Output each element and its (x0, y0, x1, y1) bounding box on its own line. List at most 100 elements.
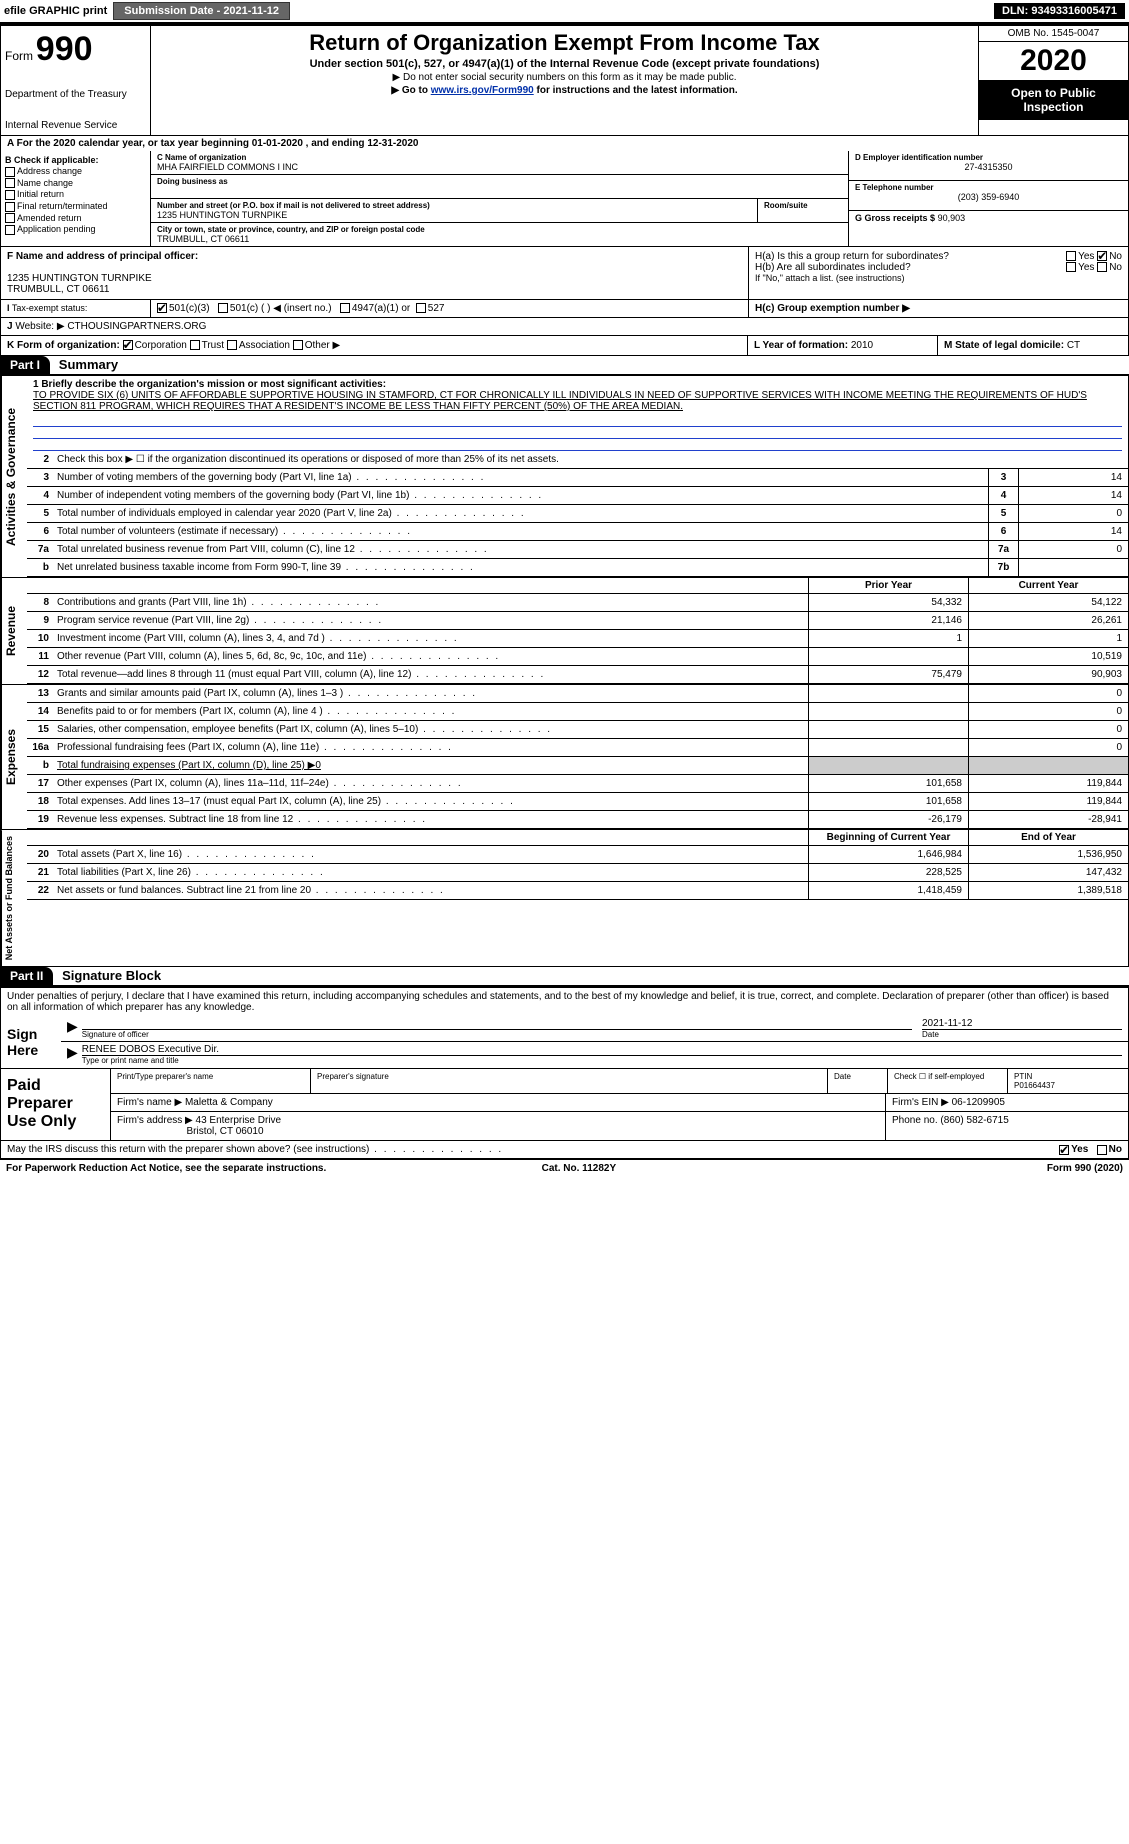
irs-label: Internal Revenue Service (5, 120, 146, 131)
form-word: Form (5, 49, 33, 63)
sign-here-label: Sign Here (1, 1016, 61, 1068)
part1-title: Summary (59, 357, 118, 372)
info-grid: B Check if applicable: Address change Na… (0, 151, 1129, 247)
mission-text: TO PROVIDE SIX (6) UNITS OF AFFORDABLE S… (33, 390, 1087, 412)
firm-name-label: Firm's name ▶ (117, 1097, 182, 1108)
firm-name: Maletta & Company (185, 1097, 273, 1108)
sidebar-governance: Activities & Governance (1, 376, 27, 577)
chk-amended-return[interactable]: Amended return (5, 213, 146, 224)
h-b-note: If "No," attach a list. (see instruction… (755, 273, 1122, 283)
paid-preparer-label: Paid Preparer Use Only (1, 1069, 111, 1140)
box-g-label: G Gross receipts $ (855, 213, 935, 223)
ptin-label: PTIN (1014, 1072, 1032, 1081)
summary-line: bNet unrelated business taxable income f… (27, 559, 1128, 577)
fin-line: 18Total expenses. Add lines 13–17 (must … (27, 793, 1128, 811)
fin-line: 22Net assets or fund balances. Subtract … (27, 882, 1128, 900)
arrow-icon: ▶ (67, 1018, 78, 1039)
fin-line: 20Total assets (Part X, line 16)1,646,98… (27, 846, 1128, 864)
efile-label: efile GRAPHIC print (4, 5, 107, 17)
chk-initial-return[interactable]: Initial return (5, 189, 146, 200)
fin-line: 15Salaries, other compensation, employee… (27, 721, 1128, 739)
ein-value: 27-4315350 (855, 162, 1122, 172)
officer-name-label: Type or print name and title (82, 1056, 1122, 1065)
fin-line: 13Grants and similar amounts paid (Part … (27, 685, 1128, 703)
part1-tag: Part I (0, 356, 50, 374)
goto-pre: ▶ Go to (391, 85, 430, 96)
chk-address-change[interactable]: Address change (5, 166, 146, 177)
open-public: Open to Public Inspection (979, 80, 1128, 120)
h-a: H(a) Is this a group return for subordin… (755, 251, 1122, 262)
footer-mid: Cat. No. 11282Y (542, 1163, 616, 1174)
fin-line: 10Investment income (Part VIII, column (… (27, 630, 1128, 648)
summary-line: 2Check this box ▶ ☐ if the organization … (27, 451, 1128, 469)
officer-name: RENEE DOBOS Executive Dir. (82, 1044, 1122, 1056)
officer-addr2: TRUMBULL, CT 06611 (7, 284, 109, 295)
footer-right: Form 990 (2020) (1047, 1163, 1123, 1174)
org-name: MHA FAIRFIELD COMMONS I INC (157, 162, 842, 172)
mission-lead: 1 Briefly describe the organization's mi… (33, 379, 386, 390)
chk-application-pending[interactable]: Application pending (5, 224, 146, 235)
sidebar-expenses: Expenses (1, 685, 27, 829)
chk-final-return[interactable]: Final return/terminated (5, 201, 146, 212)
box-b-header: B Check if applicable: (5, 155, 146, 165)
box-e-label: E Telephone number (855, 183, 1122, 192)
firm-addr2: Bristol, CT 06010 (186, 1126, 263, 1137)
box-c-name-label: C Name of organization (157, 153, 842, 162)
dln-label: DLN: 93493316005471 (994, 3, 1125, 19)
fin-line: 11Other revenue (Part VIII, column (A), … (27, 648, 1128, 666)
omb-number: OMB No. 1545-0047 (979, 26, 1128, 42)
summary-line: 4Number of independent voting members of… (27, 487, 1128, 505)
form-number: 990 (36, 30, 93, 68)
hdr-current: Current Year (968, 578, 1128, 593)
summary-line: 3Number of voting members of the governi… (27, 469, 1128, 487)
part2-title: Signature Block (62, 968, 161, 983)
arrow-icon: ▶ (67, 1044, 78, 1065)
gross-receipts: 90,903 (938, 213, 966, 223)
irs-link[interactable]: www.irs.gov/Form990 (431, 85, 534, 96)
summary-line: 7aTotal unrelated business revenue from … (27, 541, 1128, 559)
street-value: 1235 HUNTINGTON TURNPIKE (157, 210, 751, 220)
sig-officer-label: Signature of officer (82, 1030, 912, 1039)
discuss-question: May the IRS discuss this return with the… (1, 1141, 1053, 1158)
sidebar-net: Net Assets or Fund Balances (1, 830, 27, 966)
discuss-answer: Yes No (1053, 1141, 1128, 1158)
form-title: Return of Organization Exempt From Incom… (159, 30, 970, 56)
tax-period: A For the 2020 calendar year, or tax yea… (0, 136, 1129, 151)
hdr-beginning: Beginning of Current Year (808, 830, 968, 845)
submission-date-button[interactable]: Submission Date - 2021-11-12 (113, 2, 290, 20)
hdr-end: End of Year (968, 830, 1128, 845)
room-label: Room/suite (764, 201, 842, 210)
firm-ein-label: Firm's EIN ▶ (892, 1097, 949, 1108)
h-c: H(c) Group exemption number ▶ (755, 303, 910, 314)
ptin-value: P01664437 (1014, 1081, 1055, 1090)
firm-addr1: 43 Enterprise Drive (196, 1115, 282, 1126)
chk-name-change[interactable]: Name change (5, 178, 146, 189)
firm-phone: (860) 582-6715 (940, 1115, 1008, 1126)
firm-phone-label: Phone no. (892, 1115, 938, 1126)
prep-self-hdr: Check ☐ if self-employed (888, 1069, 1008, 1093)
dept-treasury: Department of the Treasury (5, 89, 146, 100)
sig-date-value: 2021-11-12 (922, 1018, 1122, 1030)
ssn-warning: ▶ Do not enter social security numbers o… (159, 72, 970, 83)
phone-value: (203) 359-6940 (855, 192, 1122, 202)
summary-line: 5Total number of individuals employed in… (27, 505, 1128, 523)
prep-name-hdr: Print/Type preparer's name (111, 1069, 311, 1093)
goto-line: ▶ Go to www.irs.gov/Form990 for instruct… (159, 85, 970, 96)
box-m-label: M State of legal domicile: (944, 340, 1064, 351)
year-formation: 2010 (851, 340, 873, 351)
fin-line: 17Other expenses (Part IX, column (A), l… (27, 775, 1128, 793)
form-header: Form 990 Department of the Treasury Inte… (0, 25, 1129, 136)
firm-addr-label: Firm's address ▶ (117, 1115, 193, 1126)
prep-date-hdr: Date (828, 1069, 888, 1093)
fin-line: 19Revenue less expenses. Subtract line 1… (27, 811, 1128, 829)
website-value: CTHOUSINGPARTNERS.ORG (67, 321, 206, 332)
fin-line: 14Benefits paid to or for members (Part … (27, 703, 1128, 721)
dba-label: Doing business as (157, 177, 842, 186)
box-k: K Form of organization: Corporation Trus… (1, 336, 748, 355)
goto-post: for instructions and the latest informat… (537, 85, 738, 96)
firm-ein: 06-1209905 (952, 1097, 1005, 1108)
box-b: B Check if applicable: Address change Na… (1, 151, 151, 246)
fin-line: 21Total liabilities (Part X, line 26)228… (27, 864, 1128, 882)
box-i-label: Tax-exempt status: (12, 303, 88, 313)
box-f-label: F Name and address of principal officer: (7, 251, 198, 262)
